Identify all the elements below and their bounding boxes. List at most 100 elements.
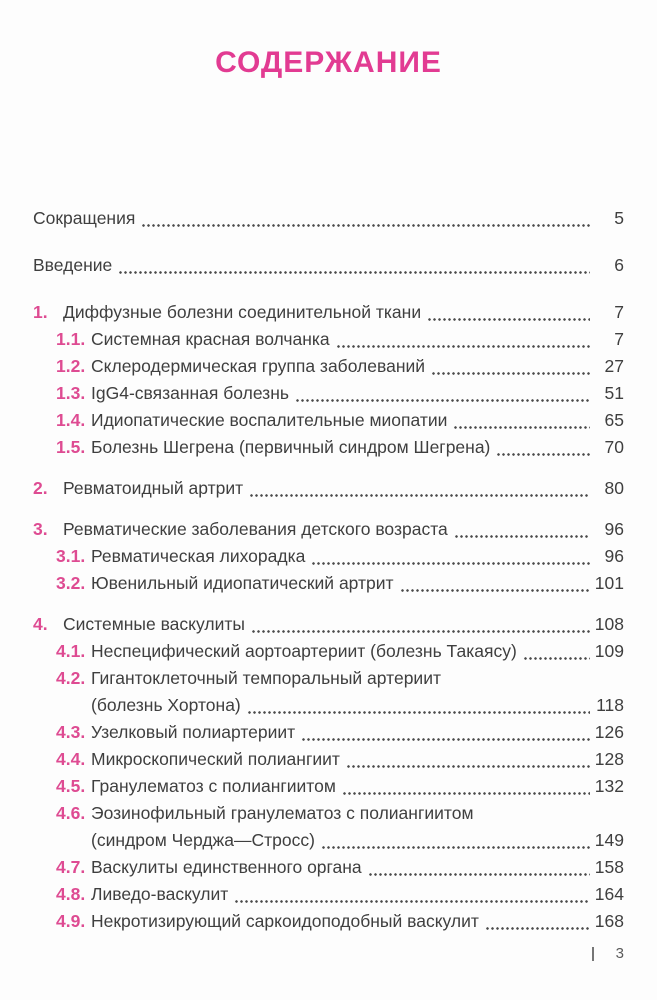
dot-leader bbox=[251, 611, 591, 638]
entry-page: 6 bbox=[614, 255, 624, 275]
entry-title: Болезнь Шегрена (первичный синдром Шегре… bbox=[91, 437, 491, 457]
entry-number: 1.4. bbox=[56, 410, 86, 430]
entry-number: 4.1. bbox=[56, 641, 86, 661]
dot-leader bbox=[485, 908, 591, 935]
entry-title: Склеродермическая группа заболеваний bbox=[91, 356, 426, 376]
entry-page: 164 bbox=[594, 884, 624, 904]
toc-section-entry: 3.1. Ревматическая лихорадка 96 bbox=[33, 543, 624, 570]
dot-leader bbox=[235, 881, 590, 908]
toc-list: Сокращения 5 Введение 6 1. Диффузные болезни … bbox=[33, 205, 624, 935]
entry-number-spacer bbox=[56, 827, 91, 854]
dot-leader bbox=[342, 773, 591, 800]
entry-number: 3.1. bbox=[56, 546, 86, 566]
entry-title-continued: (болезнь Хортона) bbox=[91, 695, 241, 715]
dot-leader bbox=[250, 475, 590, 502]
entry-page: 27 bbox=[604, 356, 624, 376]
dot-leader bbox=[247, 692, 591, 719]
entry-number: 4.3. bbox=[56, 722, 86, 742]
entry-number: 3. bbox=[33, 519, 48, 539]
page-title: СОДЕРЖАНИЕ bbox=[215, 46, 442, 79]
toc-section-entry: 1.3. IgG4-связанная болезнь 51 bbox=[33, 380, 624, 407]
toc-section-entry: 4.6. Эозинофильный гранулематоз с полианг… bbox=[33, 800, 624, 827]
entry-title: Гранулематоз с полиангиитом bbox=[91, 776, 336, 796]
chapter-block: 4. Системные васкулиты 108 4.1. Неспецифичес… bbox=[33, 611, 624, 935]
entry-title: Узелковый полиартериит bbox=[91, 722, 296, 742]
toc-section-entry: 4.5. Гранулематоз с полиангиитом 132 bbox=[33, 773, 624, 800]
page-footer: 3 bbox=[592, 945, 624, 962]
entry-number: 1.2. bbox=[56, 356, 86, 376]
entry-number: 4.5. bbox=[56, 776, 86, 796]
dot-leader bbox=[454, 407, 590, 434]
entry-page: 96 bbox=[604, 546, 624, 566]
chapter-block: 3. Ревматические заболевания детского воз… bbox=[33, 516, 624, 597]
toc-chapter-entry: 3. Ревматические заболевания детского воз… bbox=[33, 516, 624, 543]
entry-number: 1.1. bbox=[56, 329, 86, 349]
entry-page: 80 bbox=[604, 478, 624, 498]
folio-page-number: 3 bbox=[615, 945, 624, 962]
entry-page: 108 bbox=[594, 614, 624, 634]
toc-section-entry-continued: (синдром Черджа—Стросс) 149 bbox=[33, 827, 624, 854]
chapter-block: 1. Диффузные болезни соединительной ткани… bbox=[33, 299, 624, 461]
entry-title: Системные васкулиты bbox=[63, 614, 245, 634]
entry-title: Некротизирующий саркоидоподобный васкули… bbox=[91, 911, 479, 931]
entry-title: Микроскопический полиангиит bbox=[91, 749, 340, 769]
entry-number: 3.2. bbox=[56, 573, 86, 593]
entry-title: Введение bbox=[33, 255, 113, 275]
toc-chapter-entry: 2. Ревматоидный артрит 80 bbox=[33, 475, 624, 502]
toc-entry: Сокращения 5 bbox=[33, 205, 624, 232]
dot-leader bbox=[523, 638, 591, 665]
entry-number: 4.7. bbox=[56, 857, 86, 877]
dot-leader bbox=[321, 827, 591, 854]
entry-title: Ревматическая лихорадка bbox=[91, 546, 306, 566]
entry-title: Идиопатические воспалительные миопатии bbox=[91, 410, 448, 430]
toc-section-entry: 4.2. Гигантоклеточный темпоральный артери… bbox=[33, 665, 624, 692]
entry-page: 65 bbox=[604, 410, 624, 430]
toc-section-entry: 4.1. Неспецифический аортоартериит (болез… bbox=[33, 638, 624, 665]
entry-title: Системная красная волчанка bbox=[91, 329, 330, 349]
entry-number: 1. bbox=[33, 302, 48, 322]
toc-chapter-entry: 4. Системные васкулиты 108 bbox=[33, 611, 624, 638]
entry-title: Гигантоклеточный темпоральный артериит bbox=[91, 668, 441, 688]
dot-leader bbox=[119, 252, 590, 279]
toc-section-entry: 4.7. Васкулиты единственного органа 158 bbox=[33, 854, 624, 881]
entry-page: 149 bbox=[594, 830, 624, 850]
chapter-block: 2. Ревматоидный артрит 80 bbox=[33, 475, 624, 502]
entry-page: 109 bbox=[594, 641, 624, 661]
entry-page: 101 bbox=[594, 573, 624, 593]
entry-title: Эозинофильный гранулематоз с полиангиито… bbox=[91, 803, 474, 823]
entry-title: IgG4-связанная болезнь bbox=[91, 383, 289, 403]
dot-leader bbox=[336, 326, 591, 353]
entry-page: 5 bbox=[614, 208, 624, 228]
dot-leader bbox=[497, 434, 590, 461]
entry-number: 4.2. bbox=[56, 668, 86, 688]
dot-leader bbox=[432, 353, 590, 380]
toc-section-entry: 1.4. Идиопатические воспалительные миопат… bbox=[33, 407, 624, 434]
toc-section-entry: 1.5. Болезнь Шегрена (первичный синдром Ш… bbox=[33, 434, 624, 461]
dot-leader bbox=[368, 854, 591, 881]
dot-leader bbox=[428, 299, 590, 326]
entry-title: Ревматические заболевания детского возра… bbox=[63, 519, 448, 539]
entry-page: 70 bbox=[604, 437, 624, 457]
dot-leader bbox=[454, 516, 591, 543]
toc-section-entry: 4.8. Ливедо-васкулит 164 bbox=[33, 881, 624, 908]
entry-page: 96 bbox=[604, 519, 624, 539]
entry-page: 132 bbox=[594, 776, 624, 796]
entry-number: 1.5. bbox=[56, 437, 86, 457]
toc-section-entry: 4.3. Узелковый полиартериит 126 bbox=[33, 719, 624, 746]
entry-title: Васкулиты единственного органа bbox=[91, 857, 362, 877]
toc-section-entry: 4.4. Микроскопический полиангиит 128 bbox=[33, 746, 624, 773]
entry-page: 128 bbox=[594, 749, 624, 769]
entry-page: 7 bbox=[614, 329, 624, 349]
entry-title-continued: (синдром Черджа—Стросс) bbox=[91, 830, 315, 850]
toc-chapter-entry: 1. Диффузные болезни соединительной ткани… bbox=[33, 299, 624, 326]
toc-section-entry: 4.9. Некротизирующий саркоидоподобный вас… bbox=[33, 908, 624, 935]
entry-number: 2. bbox=[33, 478, 48, 498]
toc-section-entry-continued: (болезнь Хортона) 118 bbox=[33, 692, 624, 719]
toc-section-entry: 3.2. Ювенильный идиопатический артрит 101 bbox=[33, 570, 624, 597]
footer-divider bbox=[592, 946, 594, 961]
entry-title: Диффузные болезни соединительной ткани bbox=[63, 302, 422, 322]
entry-title: Неспецифический аортоартериит (болезнь Т… bbox=[91, 641, 517, 661]
entry-title: Ревматоидный артрит bbox=[63, 478, 244, 498]
entry-page: 158 bbox=[594, 857, 624, 877]
